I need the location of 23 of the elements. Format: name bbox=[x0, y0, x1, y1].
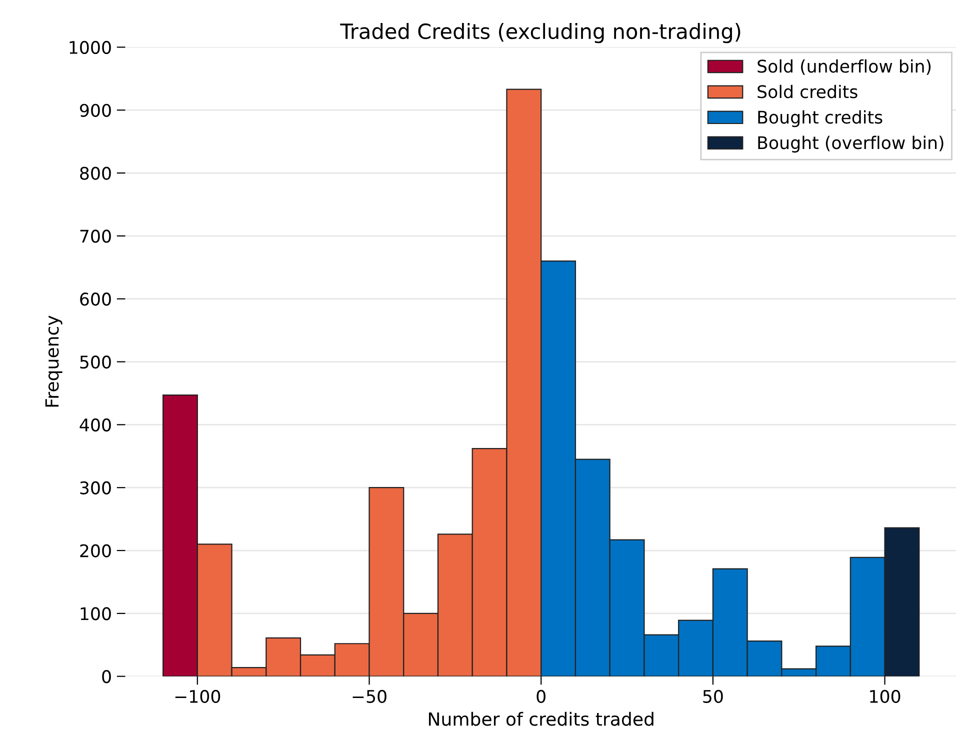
y-tick-label: 0 bbox=[102, 670, 111, 684]
y-tick-label: 200 bbox=[80, 544, 111, 558]
legend-label: Bought (overflow bin) bbox=[758, 136, 944, 153]
legend-label: Bought credits bbox=[758, 110, 882, 128]
x-tick-label: −50 bbox=[352, 690, 386, 703]
y-tick-label: 600 bbox=[80, 292, 111, 306]
legend-label: Sold (underflow bin) bbox=[758, 59, 931, 75]
chart-title: Traded Credits (excluding non-trading) bbox=[340, 23, 740, 44]
y-tick-label: 700 bbox=[80, 230, 111, 243]
x-tick-label: −100 bbox=[175, 690, 220, 703]
y-tick-label: 400 bbox=[80, 418, 111, 432]
x-tick-label: 50 bbox=[703, 690, 723, 703]
x-tick-label: 0 bbox=[536, 690, 546, 703]
x-axis-title: Number of credits traded bbox=[428, 712, 654, 726]
legend-label: Sold credits bbox=[758, 84, 858, 98]
y-tick-label: 500 bbox=[80, 355, 111, 369]
y-tick-label: 1000 bbox=[70, 40, 111, 54]
y-axis-title: Frequency bbox=[45, 316, 62, 407]
y-tick-label: 100 bbox=[80, 607, 111, 620]
y-tick-label: 900 bbox=[80, 104, 111, 117]
y-tick-label: 300 bbox=[80, 481, 111, 494]
y-tick-label: 800 bbox=[80, 166, 111, 180]
x-tick-label: 100 bbox=[870, 690, 900, 703]
